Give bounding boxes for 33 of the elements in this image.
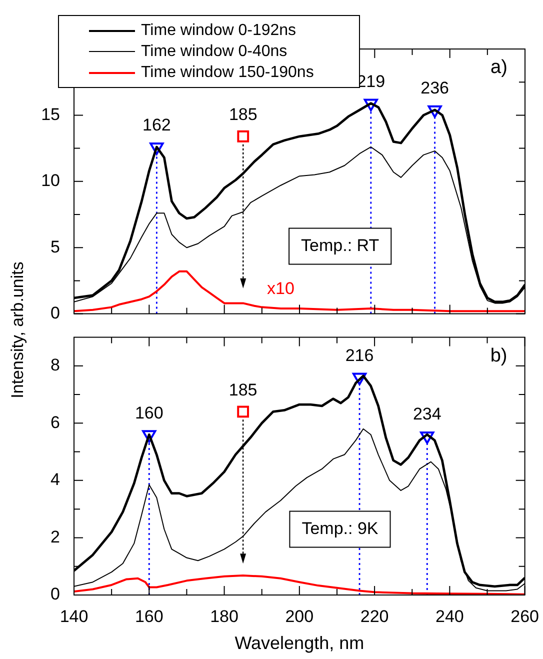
x-tick-label: 260 bbox=[510, 606, 540, 626]
x-tick-label: 220 bbox=[360, 606, 389, 626]
annotation: Temp.: RT bbox=[301, 236, 380, 255]
x-axis-title: Wavelength, nm bbox=[234, 633, 364, 654]
legend-label: Time window 0-192ns bbox=[141, 22, 296, 40]
annotation: Temp.: 9K bbox=[302, 518, 379, 538]
y-axis-title: Intensity, arb.units bbox=[8, 262, 28, 398]
x-tick-label: 140 bbox=[60, 606, 88, 626]
annotation: 216 bbox=[345, 346, 374, 365]
y-tick-label: 10 bbox=[41, 171, 60, 190]
annotation: b) bbox=[490, 345, 508, 366]
y-tick-label: 0 bbox=[50, 584, 60, 604]
y-tick-label: 0 bbox=[50, 303, 60, 322]
x-tick-label: 160 bbox=[134, 606, 164, 626]
x-tick-label: 200 bbox=[285, 606, 314, 626]
y-tick-label: 8 bbox=[50, 356, 60, 375]
legend-label: Time window 150-190ns bbox=[141, 64, 314, 82]
y-tick-label: 6 bbox=[50, 412, 60, 432]
y-tick-label: 5 bbox=[50, 237, 60, 256]
annotation: 234 bbox=[412, 404, 442, 424]
annotation: 185 bbox=[228, 380, 258, 400]
annotation: 236 bbox=[420, 78, 449, 98]
legend-label: Time window 0-40ns bbox=[141, 42, 288, 60]
y-tick-label: 4 bbox=[50, 470, 60, 490]
annotation: 185 bbox=[228, 105, 258, 124]
annotation: 160 bbox=[134, 403, 164, 422]
y-tick-label: 2 bbox=[50, 527, 60, 546]
y-tick-label: 15 bbox=[41, 104, 60, 124]
annotation: a) bbox=[490, 57, 508, 78]
annotation: 162 bbox=[142, 116, 171, 135]
x-tick-label: 240 bbox=[435, 606, 464, 626]
annotation: x10 bbox=[266, 279, 294, 298]
x-tick-label: 180 bbox=[210, 606, 238, 626]
